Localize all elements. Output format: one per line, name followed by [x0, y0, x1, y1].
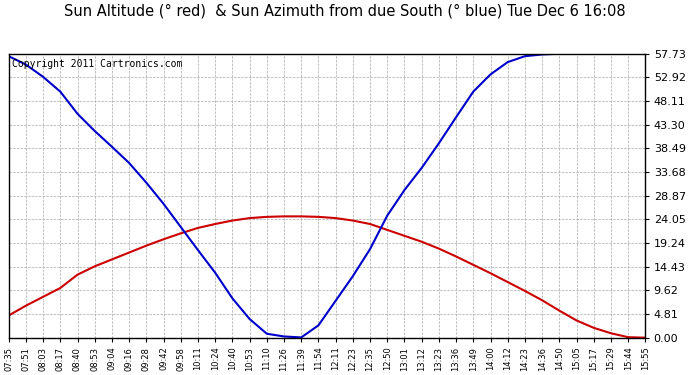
Text: Sun Altitude (° red)  & Sun Azimuth from due South (° blue) Tue Dec 6 16:08: Sun Altitude (° red) & Sun Azimuth from … [64, 4, 626, 19]
Text: Copyright 2011 Cartronics.com: Copyright 2011 Cartronics.com [12, 59, 182, 69]
